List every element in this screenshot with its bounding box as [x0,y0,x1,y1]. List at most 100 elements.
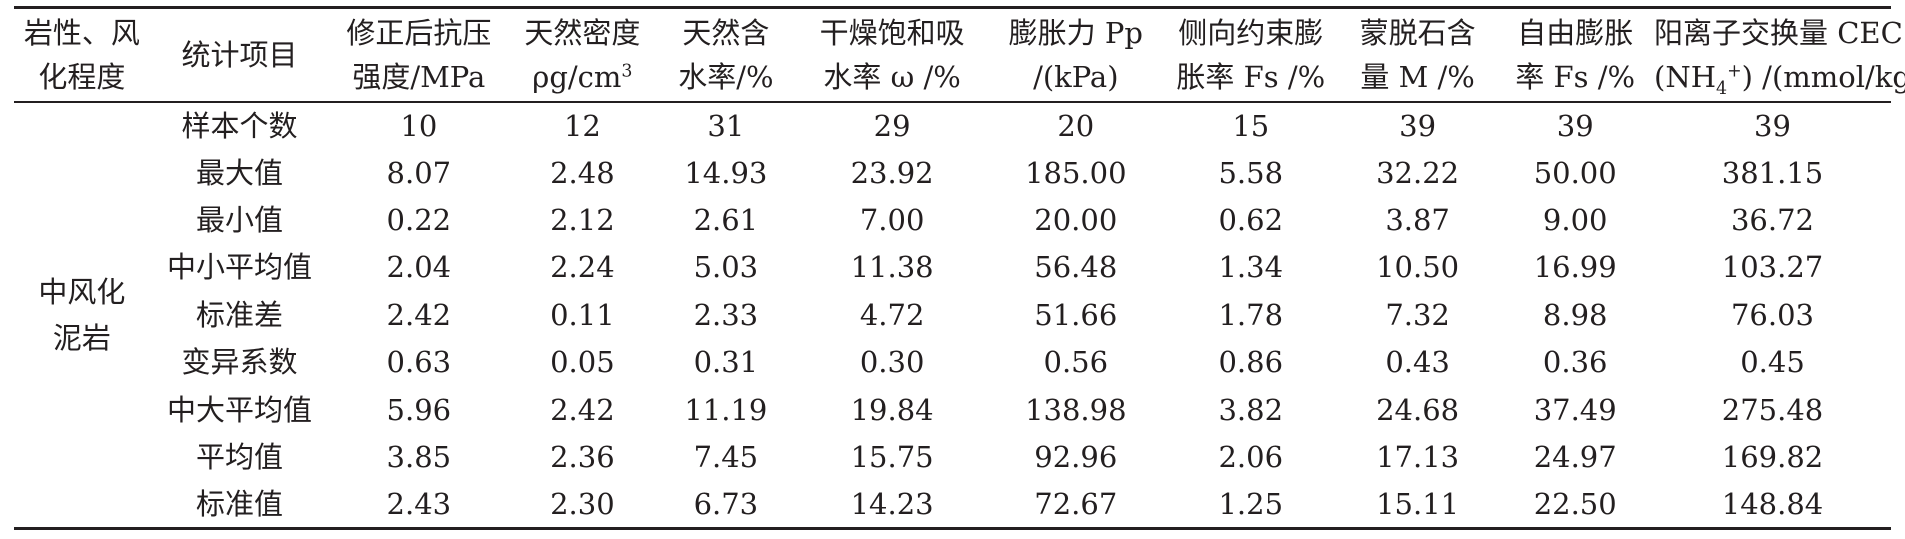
table-cell: 2.42 [386,297,452,332]
table-cell: 1.25 [1218,486,1284,521]
table-row: 平均值 3.85 2.36 7.45 15.75 92.96 2.06 17.1… [14,433,1891,480]
header-natural-density: 天然密度 ρg/cm3 [509,8,657,102]
table-cell: 0.43 [1385,345,1450,380]
table-cell: 32.22 [1376,155,1460,190]
table-cell: 1.34 [1218,250,1284,285]
density-unit: ρg/cm [532,59,622,94]
table-cell: 16.99 [1533,250,1617,285]
header-line-1: 干燥饱和吸 [819,15,965,50]
table-cell: 4.72 [859,297,925,332]
table-cell: 31 [707,108,745,143]
table-cell: 5.58 [1218,155,1284,190]
table-row: 变异系数 0.63 0.05 0.31 0.30 0.56 0.86 0.43 … [14,338,1891,385]
row-label: 标准值 [196,486,284,521]
table-cell: 56.48 [1034,250,1118,285]
table-header: 岩性、风 化程度 统计项目 修正后抗压 强度/MPa 天然密度 ρg/cm3 天… [14,7,1905,102]
table-cell: 11.38 [850,250,934,285]
table-cell: 0.30 [859,345,925,380]
header-corrected-compressive-strength: 修正后抗压 强度/MPa [329,8,508,102]
header-lithology-weathering: 岩性、风 化程度 [14,8,150,102]
header-natural-water-content: 天然含 水率/% [656,8,795,102]
table-cell: 11.19 [684,392,768,427]
table-cell: 2.61 [693,202,759,237]
table-cell: 7.00 [859,202,925,237]
table-cell: 0.05 [550,345,615,380]
cec-unit-superscript: + [1727,61,1742,82]
table-cell: 12 [563,108,601,143]
header-line-1: 岩性、风 [23,15,140,50]
density-unit-superscript: 3 [621,61,633,82]
table-row: 中大平均值 5.96 2.42 11.19 19.84 138.98 3.82 … [14,386,1891,433]
table-cell: 10 [400,108,438,143]
table-cell: 2.36 [550,439,615,474]
row-label: 平均值 [196,439,284,474]
table-cell: 2.24 [550,250,615,285]
table-cell: 14.23 [850,486,934,521]
table-cell: 50.00 [1533,155,1617,190]
table-cell: 0.11 [550,297,615,332]
table-cell: 15.75 [850,439,934,474]
table-cell: 10.50 [1376,250,1460,285]
table-cell: 5.03 [693,250,759,285]
table-row: 中小平均值 2.04 2.24 5.03 11.38 56.48 1.34 10… [14,244,1891,291]
header-line-1: 侧向约束膨 [1178,15,1324,50]
row-label: 变异系数 [181,345,298,380]
header-line-2: 率 Fs /% [1515,59,1636,94]
table-cell: 39 [1399,108,1437,143]
table-cell: 51.66 [1034,297,1118,332]
table-cell: 14.93 [684,155,768,190]
header-swelling-pressure: 膨胀力 Pp /(kPa) [989,8,1163,102]
table-cell: 275.48 [1721,392,1824,427]
header-montmorillonite-content: 蒙脱石含 量 M /% [1339,8,1497,102]
header-line-2: /(kPa) [1033,59,1119,94]
table-cell: 185.00 [1025,155,1127,190]
rock-property-statistics-table: 岩性、风 化程度 统计项目 修正后抗压 强度/MPa 天然密度 ρg/cm3 天… [14,6,1905,530]
table-cell: 5.96 [386,392,452,427]
table-cell: 6.73 [693,486,759,521]
cec-unit-suffix: ) /(mmol/kg) [1741,59,1905,94]
table-cell: 3.82 [1218,392,1284,427]
table-row: 最小值 0.22 2.12 2.61 7.00 20.00 0.62 3.87 … [14,196,1891,243]
table-cell: 3.85 [386,439,452,474]
header-lateral-confined-swelling-rate: 侧向约束膨 胀率 Fs /% [1163,8,1339,102]
header-line-2: 水率/% [678,59,774,94]
table-cell: 381.15 [1721,155,1824,190]
header-line-2: 胀率 Fs /% [1176,59,1326,94]
header-line-1: 天然含 [682,15,770,50]
table-cell: 37.49 [1533,392,1617,427]
table-cell: 20 [1057,108,1095,143]
row-label: 中大平均值 [167,392,313,427]
table-body: 中风化 泥岩 样本个数 10 12 31 29 20 15 39 39 39 最… [14,102,1891,529]
header-free-swelling-rate: 自由膨胀 率 Fs /% [1496,8,1654,102]
header-line-2: ρg/cm3 [509,55,657,99]
table-cell: 0.56 [1043,345,1109,380]
table-cell: 2.06 [1218,439,1284,474]
row-label: 最大值 [196,155,284,190]
table-cell: 3.87 [1385,202,1450,237]
cec-unit-prefix: (NH [1654,59,1716,94]
header-line-2: 水率 ω /% [823,59,961,94]
header-cation-exchange-capacity: 阳离子交换量 CEC (NH4+) /(mmol/kg) [1654,8,1905,102]
header-dry-saturated-water-absorption: 干燥饱和吸 水率 ω /% [795,8,988,102]
header-line-1: 自由膨胀 [1517,15,1634,50]
header-line-2: 强度/MPa [352,59,486,94]
table-cell: 22.50 [1533,486,1617,521]
table-row: 最大值 8.07 2.48 14.93 23.92 185.00 5.58 32… [14,149,1891,196]
table-cell: 0.45 [1740,345,1805,380]
table-cell: 2.43 [386,486,452,521]
table-cell: 39 [1754,108,1791,143]
row-label: 标准差 [196,297,284,332]
header-line-1: 蒙脱石含 [1359,15,1476,50]
header-line-1: 天然密度 [524,15,641,50]
row-label: 样本个数 [181,108,298,143]
table-cell: 39 [1556,108,1594,143]
header-row: 岩性、风 化程度 统计项目 修正后抗压 强度/MPa 天然密度 ρg/cm3 天… [14,8,1905,102]
table-cell: 24.97 [1533,439,1617,474]
header-line-2: 化程度 [38,59,126,94]
table-cell: 2.12 [550,202,615,237]
table-row: 标准值 2.43 2.30 6.73 14.23 72.67 1.25 15.1… [14,481,1891,528]
table-row: 中风化 泥岩 样本个数 10 12 31 29 20 15 39 39 39 [14,102,1891,355]
table-cell: 148.84 [1721,486,1824,521]
table-cell: 20.00 [1034,202,1118,237]
header-line-1: 统计项目 [181,37,298,72]
